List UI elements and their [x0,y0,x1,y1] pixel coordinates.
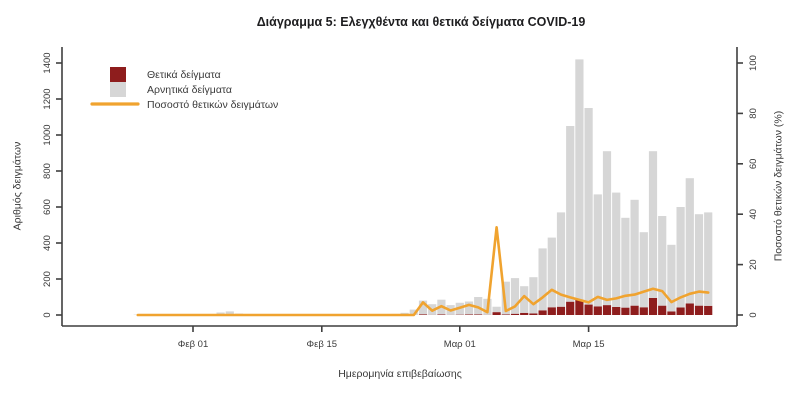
bar-positive [474,314,483,315]
x-axis-tick-label: Φεβ 01 [178,339,209,350]
line-layer [136,226,710,317]
right-axis-tick-label: 0 [748,312,759,317]
bar-positive [621,307,630,315]
left-axis-tick-label: 400 [42,235,53,251]
bar-negative [639,232,648,308]
legend-swatch-negative [110,82,126,97]
bar-positive [704,305,713,315]
bar-positive [602,305,612,315]
bar-positive [630,305,639,315]
bar-negative [464,301,474,315]
bar-positive [501,314,510,315]
bar-negative [409,309,418,315]
percent-line [136,226,710,317]
bar-positive [566,301,575,315]
left-axis-tick-label: 800 [42,163,53,179]
legend-label-percent: Ποσοστό θετικών δειγμάτων [147,99,278,111]
bar-positive [556,306,566,315]
left-axis-tick-label: 0 [42,312,53,317]
bar-positive [676,307,685,315]
bar-negative [584,108,593,305]
bar-negative [529,277,538,314]
x-axis-tick-label: Μαρ 01 [444,339,476,350]
bar-negative [510,278,520,314]
legend: Θετικά δείγματα Αρνητικά δείγματα Ποσοστ… [90,67,278,111]
bar-positive [437,314,446,315]
bar-negative [658,216,667,306]
bar-positive [510,313,520,315]
bar-positive [648,297,658,315]
left-axis-tick-label: 1400 [42,52,53,73]
bar-negative [648,151,658,298]
legend-label-negative: Αρνητικά δείγματα [147,84,232,96]
bar-positive [418,314,428,315]
left-axis-tick-label: 1000 [42,124,53,145]
left-axis-tick-label: 200 [42,271,53,287]
x-axis-tick-label: Φεβ 15 [307,339,338,350]
right-axis-title: Ποσοστό θετικών δειγμάτων (%) [772,111,784,262]
bar-positive [639,307,648,315]
legend-label-positive: Θετικά δείγματα [147,69,221,81]
bar-negative [418,300,428,315]
right-axis-tick-label: 100 [748,55,759,71]
bar-positive [575,299,584,315]
bar-negative [676,207,685,308]
bar-positive [667,311,676,315]
bar-positive [520,312,529,315]
bar-positive [694,305,704,315]
bar-positive [492,312,501,315]
bar-negative [621,217,630,308]
bar-negative [685,178,694,304]
right-axis-tick-label: 20 [748,259,759,270]
bar-negative [474,297,483,315]
bars-layer [133,59,713,315]
bar-negative [556,212,566,307]
bar-negative [538,248,547,311]
bar-positive [538,310,547,315]
axes-layer: 0 200 400 600 800 1000 1200 1400 0 20 40 60 80 100 Φεβ… [42,47,759,350]
bar-negative [667,244,676,312]
right-axis-tick-label: 40 [748,209,759,220]
right-axis-tick-label: 60 [748,159,759,170]
bar-negative [501,281,510,315]
bar-negative [575,59,584,300]
bar-negative [630,199,639,306]
bar-positive [529,313,538,315]
bar-positive [658,305,667,315]
x-axis-tick-label: Μαρ 15 [573,339,605,350]
bar-negative [602,151,612,306]
bar-positive [464,314,474,315]
bar-negative [225,311,234,315]
bar-negative [694,214,704,306]
left-axis-tick-label: 600 [42,199,53,215]
bar-positive [584,304,593,315]
bar-negative [492,306,501,313]
right-axis-tick-label: 80 [748,108,759,119]
left-axis-title: Αριθμός δειγμάτων [11,142,23,231]
bar-negative [547,237,556,308]
left-axis-tick-label: 1200 [42,88,53,109]
x-axis-title: Ημερομηνία επιβεβαίωσης [338,368,462,380]
bar-positive [612,306,621,315]
bar-negative [704,212,713,306]
chart-title: Διάγραμμα 5: Ελεγχθέντα και θετικά δείγμ… [257,15,586,29]
bar-positive [547,307,556,315]
bar-negative [612,192,621,307]
bar-positive [593,306,602,315]
bar-negative [566,126,575,302]
bar-positive [685,303,694,315]
bar-negative [593,194,602,307]
legend-swatch-positive [110,67,126,82]
bar-negative [520,286,529,313]
